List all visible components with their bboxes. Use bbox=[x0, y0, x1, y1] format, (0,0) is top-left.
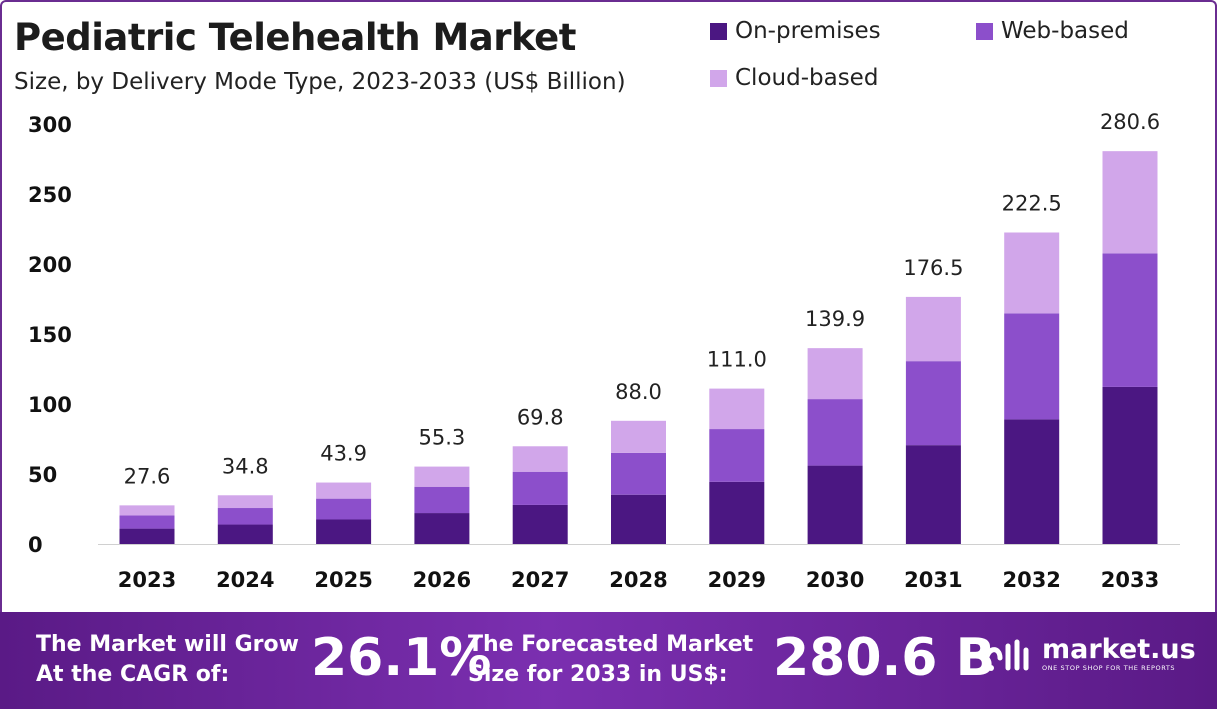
bar-segment-web-based bbox=[316, 498, 372, 520]
bar-segment-on-premises bbox=[709, 481, 765, 544]
bar-segment-cloud-based bbox=[709, 388, 765, 430]
x-tick-label: 2026 bbox=[413, 568, 471, 592]
x-tick-label: 2025 bbox=[314, 568, 372, 592]
data-label-total: 27.6 bbox=[124, 464, 171, 488]
chart-title: Pediatric Telehealth Market bbox=[14, 16, 576, 59]
bar-segment-on-premises bbox=[316, 519, 372, 544]
data-label-total: 139.9 bbox=[805, 307, 865, 331]
y-tick-label: 150 bbox=[28, 323, 72, 347]
bar-segment-web-based bbox=[414, 486, 470, 514]
cagr-value: 26.1% bbox=[311, 628, 492, 688]
bar-segment-cloud-based bbox=[119, 505, 175, 516]
bar-segment-on-premises bbox=[611, 494, 666, 544]
y-tick-label: 250 bbox=[28, 183, 72, 207]
data-label-total: 34.8 bbox=[222, 454, 269, 478]
data-label-total: 111.0 bbox=[707, 348, 767, 372]
data-label-total: 88.0 bbox=[615, 380, 662, 404]
y-tick-label: 50 bbox=[28, 463, 57, 487]
cagr-caption-line2: At the CAGR of: bbox=[36, 662, 230, 687]
chart-subtitle: Size, by Delivery Mode Type, 2023-2033 (… bbox=[14, 69, 626, 95]
bar-segment-on-premises bbox=[1004, 419, 1060, 544]
brand-name: market.us bbox=[1042, 634, 1196, 665]
data-label-total: 222.5 bbox=[1002, 192, 1062, 216]
forecast-caption: The Forecasted Market Size for 2033 in U… bbox=[468, 630, 753, 690]
brand-tagline: ONE STOP SHOP FOR THE REPORTS bbox=[1042, 664, 1176, 672]
cagr-caption-line1: The Market will Grow bbox=[36, 632, 299, 657]
bar-segment-cloud-based bbox=[905, 296, 961, 362]
x-tick-label: 2032 bbox=[1002, 568, 1060, 592]
bar-segment-web-based bbox=[1004, 313, 1060, 420]
bar-segment-cloud-based bbox=[1102, 151, 1158, 254]
bar-segment-web-based bbox=[1102, 253, 1158, 387]
forecast-caption-line2: Size for 2033 in US$: bbox=[468, 662, 728, 687]
cagr-caption: The Market will Grow At the CAGR of: bbox=[36, 630, 299, 690]
forecast-caption-line1: The Forecasted Market bbox=[468, 632, 754, 657]
bar-segment-web-based bbox=[119, 515, 175, 529]
data-label-total: 176.5 bbox=[903, 256, 963, 280]
x-tick-label: 2031 bbox=[904, 568, 962, 592]
legend-swatch-on-premises bbox=[710, 22, 727, 40]
legend-item-cloud-based: Cloud-based bbox=[710, 65, 878, 91]
bar-segment-cloud-based bbox=[1004, 232, 1060, 314]
x-tick-label: 2023 bbox=[118, 568, 176, 592]
bar-segment-web-based bbox=[512, 471, 568, 505]
legend-item-on-premises: On-premises bbox=[710, 18, 881, 44]
x-tick-label: 2028 bbox=[609, 568, 667, 592]
x-tick-label: 2029 bbox=[708, 568, 766, 592]
legend-label-on-premises: On-premises bbox=[735, 18, 881, 44]
y-tick-label: 100 bbox=[28, 393, 72, 417]
stacked-bar-chart: 0 50 100 150 200 250 300 27.6 2023 34.8 2024 43.9 20… bbox=[28, 110, 1180, 592]
legend-label-cloud-based: Cloud-based bbox=[735, 65, 879, 91]
bar-segment-cloud-based bbox=[414, 466, 470, 487]
bar-segment-on-premises bbox=[1102, 386, 1158, 544]
brand-logo: market.us ONE STOP SHOP FOR THE REPORTS bbox=[982, 634, 1196, 674]
legend-item-web-based: Web-based bbox=[976, 18, 1129, 44]
bar-segment-on-premises bbox=[414, 513, 470, 544]
legend-swatch-cloud-based bbox=[710, 69, 727, 87]
data-label-total: 43.9 bbox=[320, 442, 367, 466]
y-tick-label: 0 bbox=[28, 533, 43, 557]
data-label-total: 55.3 bbox=[419, 426, 466, 450]
bar-segment-cloud-based bbox=[316, 482, 372, 499]
bar-segment-cloud-based bbox=[512, 446, 568, 472]
x-tick-label: 2024 bbox=[216, 568, 274, 592]
bar-segment-web-based bbox=[807, 399, 863, 466]
footer-banner: The Market will Grow At the CAGR of: 26.… bbox=[0, 612, 1217, 709]
forecast-value: 280.6 B bbox=[773, 628, 996, 688]
y-tick-label: 200 bbox=[28, 253, 72, 277]
data-label-total: 69.8 bbox=[517, 405, 564, 429]
bar-segment-cloud-based bbox=[611, 420, 666, 453]
x-tick-label: 2027 bbox=[511, 568, 569, 592]
bar-segment-on-premises bbox=[217, 524, 273, 544]
bar-segment-cloud-based bbox=[217, 495, 273, 509]
bar-segment-on-premises bbox=[807, 465, 863, 544]
bar-segment-on-premises bbox=[119, 528, 175, 544]
x-tick-label: 2033 bbox=[1101, 568, 1159, 592]
y-tick-label: 300 bbox=[28, 113, 72, 137]
bar-segment-on-premises bbox=[905, 445, 961, 544]
bar-segment-cloud-based bbox=[807, 348, 863, 400]
bar-segment-on-premises bbox=[512, 504, 568, 544]
bar-segment-web-based bbox=[709, 429, 765, 482]
chart-frame bbox=[0, 0, 1217, 614]
legend-label-web-based: Web-based bbox=[1001, 18, 1129, 44]
market-us-logo-icon bbox=[983, 639, 1029, 671]
bar-segment-web-based bbox=[217, 508, 273, 525]
bar-segment-web-based bbox=[905, 361, 961, 446]
data-label-total: 280.6 bbox=[1100, 110, 1160, 134]
x-tick-label: 2030 bbox=[806, 568, 864, 592]
legend-swatch-web-based bbox=[976, 22, 993, 40]
bar-segment-web-based bbox=[611, 452, 666, 495]
